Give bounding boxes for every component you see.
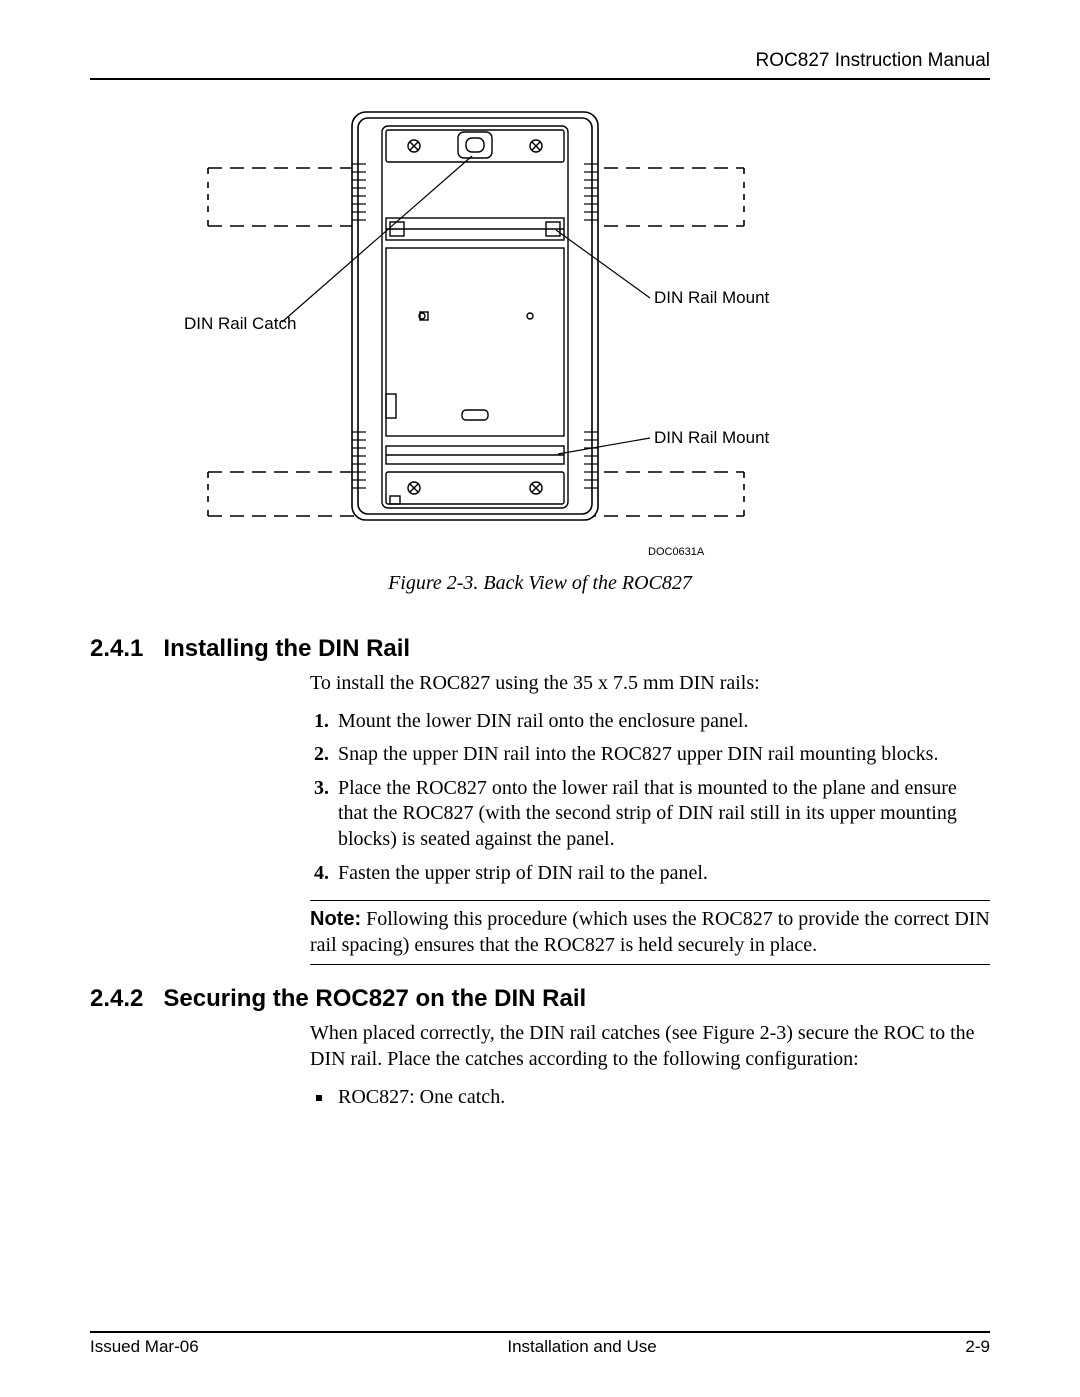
document-page: ROC827 Instruction Manual	[0, 0, 1080, 1397]
step-4: Fasten the upper strip of DIN rail to th…	[334, 861, 990, 887]
section-title: Securing the ROC827 on the DIN Rail	[163, 985, 586, 1012]
config-list: ROC827: One catch.	[310, 1085, 990, 1111]
section-heading-2-4-1: 2.4.1 Installing the DIN Rail	[90, 635, 990, 663]
footer-center: Installation and Use	[507, 1337, 656, 1357]
section-2-4-1-body: To install the ROC827 using the 35 x 7.5…	[310, 671, 990, 965]
note-block: Note: Following this procedure (which us…	[310, 900, 990, 965]
note-text: Following this procedure (which uses the…	[310, 908, 990, 956]
section-number: 2.4.2	[90, 985, 143, 1012]
figure-caption: Figure 2-3. Back View of the ROC827	[90, 572, 990, 595]
callout-din-rail-catch: DIN Rail Catch	[184, 314, 296, 334]
callout-din-rail-mount-lower: DIN Rail Mount	[654, 428, 769, 448]
footer-right: 2-9	[965, 1337, 990, 1357]
figure-docnum: DOC0631A	[648, 546, 704, 558]
section-2-4-2-body: When placed correctly, the DIN rail catc…	[310, 1021, 990, 1110]
page-footer: Issued Mar-06 Installation and Use 2-9	[90, 1331, 990, 1357]
step-3: Place the ROC827 onto the lower rail tha…	[334, 776, 990, 853]
install-steps-list: Mount the lower DIN rail onto the enclos…	[310, 709, 990, 887]
footer-left: Issued Mar-06	[90, 1337, 199, 1357]
footer-rule	[90, 1331, 990, 1333]
section-heading-2-4-2: 2.4.2 Securing the ROC827 on the DIN Rai…	[90, 985, 990, 1013]
header-doc-title: ROC827 Instruction Manual	[90, 50, 990, 72]
figure-2-3: DIN Rail Catch DIN Rail Mount DIN Rail M…	[90, 98, 990, 568]
step-1: Mount the lower DIN rail onto the enclos…	[334, 709, 990, 735]
note-label: Note:	[310, 908, 361, 930]
step-2: Snap the upper DIN rail into the ROC827 …	[334, 742, 990, 768]
header-rule	[90, 78, 990, 80]
section-number: 2.4.1	[90, 635, 143, 662]
section1-intro: To install the ROC827 using the 35 x 7.5…	[310, 671, 990, 697]
section-title: Installing the DIN Rail	[163, 635, 410, 662]
section2-intro: When placed correctly, the DIN rail catc…	[310, 1021, 990, 1072]
bullet-1: ROC827: One catch.	[334, 1085, 990, 1111]
callout-din-rail-mount-upper: DIN Rail Mount	[654, 288, 769, 308]
